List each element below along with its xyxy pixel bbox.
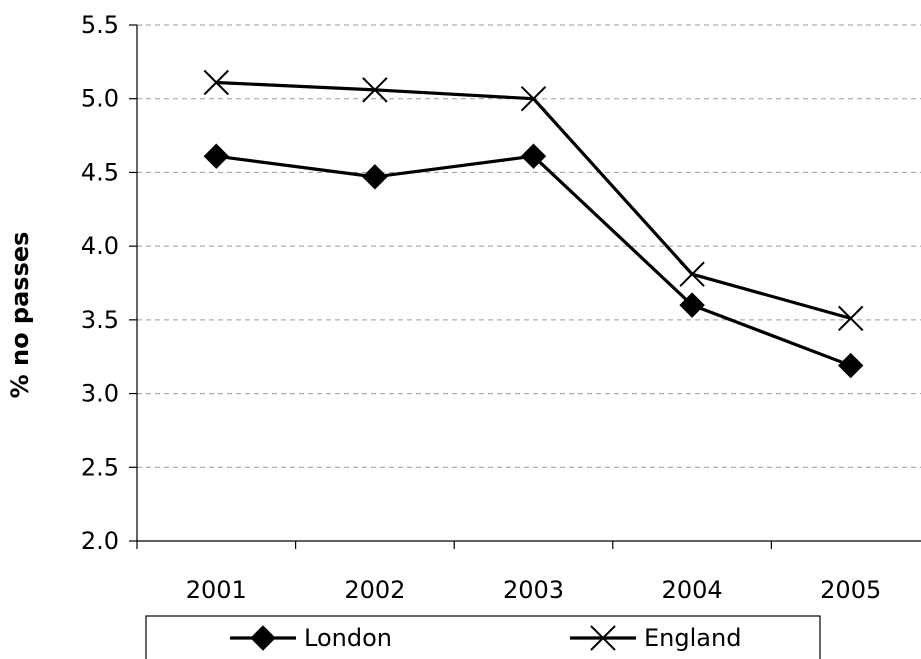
legend-marker-england (590, 625, 616, 651)
data-point-london (520, 143, 547, 169)
series-group (203, 69, 864, 379)
data-point-london (837, 352, 864, 379)
x-tick-label: 2001 (186, 576, 247, 604)
y-tick-label: 4.5 (81, 158, 119, 186)
data-point-england (203, 69, 230, 96)
y-tick-label: 4.0 (81, 232, 119, 260)
y-tick-label: 5.5 (81, 11, 119, 39)
y-tick-label: 3.0 (81, 380, 119, 408)
data-point-england (837, 305, 864, 332)
data-point-london (362, 164, 388, 190)
y-tick-label: 5.0 (81, 85, 119, 113)
x-tick-label: 2005 (820, 576, 881, 604)
x-tick-label: 2003 (503, 576, 564, 604)
x-tick-label: 2002 (344, 576, 405, 604)
data-point-england (362, 77, 388, 103)
gridlines (137, 24, 921, 468)
data-point-england (679, 261, 705, 287)
legend: London England (145, 615, 821, 659)
y-axis-title: % no passes (6, 232, 34, 399)
y-tick-label: 2.0 (81, 527, 119, 555)
legend-label-london: London (304, 624, 392, 652)
data-point-england (520, 86, 547, 112)
legend-label-england: England (644, 624, 741, 652)
axes (129, 24, 921, 549)
data-point-london (203, 143, 230, 169)
x-tick-labels: 2001 2002 2003 2004 2005 (186, 576, 881, 604)
series-line-england (216, 80, 852, 320)
legend-marker-london (250, 625, 276, 651)
series-line-london (216, 154, 852, 368)
data-point-london (679, 292, 705, 318)
y-tick-labels: 2.0 2.5 3.0 3.5 4.0 4.5 5.0 5.5 (81, 11, 119, 555)
y-tick-label: 2.5 (81, 453, 119, 481)
y-tick-label: 3.5 (81, 306, 119, 334)
x-tick-label: 2004 (662, 576, 723, 604)
